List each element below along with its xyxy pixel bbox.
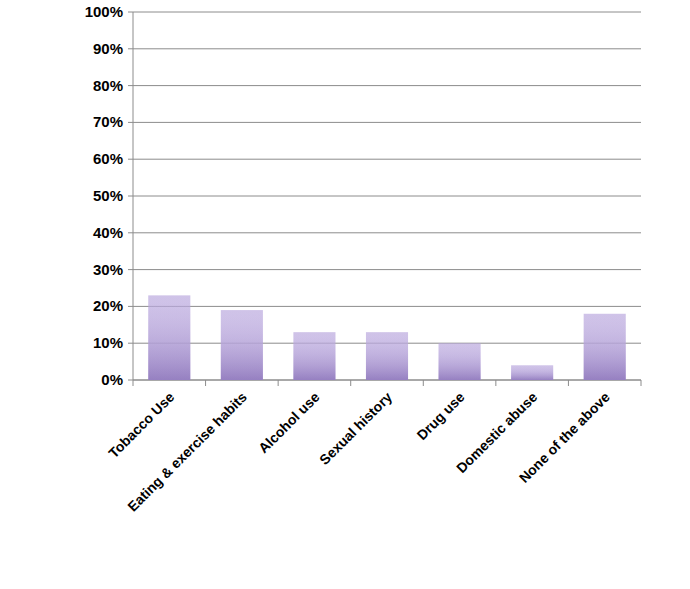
y-tick-label: 10% bbox=[93, 334, 123, 351]
bars bbox=[148, 295, 626, 380]
y-tick bbox=[128, 232, 133, 233]
grid-line bbox=[133, 196, 641, 197]
bar-shade bbox=[293, 332, 335, 380]
chart: 0% 10% 20% 30% 40% 50% 60% 70% 80% 90% 100% Tobacco… bbox=[0, 0, 690, 589]
x-tick bbox=[495, 380, 496, 386]
y-tick bbox=[128, 343, 133, 344]
bar-shade bbox=[511, 365, 553, 380]
grid-line bbox=[133, 159, 641, 160]
y-tick bbox=[128, 380, 133, 381]
x-tick bbox=[205, 380, 206, 386]
x-tick-label: None of the above bbox=[516, 389, 613, 486]
y-tick-label: 50% bbox=[93, 187, 123, 204]
x-tick-label: Eating & exercise habits bbox=[124, 389, 250, 515]
y-axis bbox=[133, 12, 134, 380]
y-tick-label: 0% bbox=[101, 371, 123, 388]
grid-line bbox=[133, 306, 641, 307]
x-tick-label: Drug use bbox=[413, 389, 467, 443]
bar bbox=[511, 365, 553, 380]
grid-line bbox=[133, 269, 641, 270]
y-tick bbox=[128, 85, 133, 86]
bar-shade bbox=[148, 295, 190, 380]
y-tick bbox=[128, 159, 133, 160]
y-tick bbox=[128, 48, 133, 49]
grid-line bbox=[133, 85, 641, 86]
y-tick-label: 80% bbox=[93, 77, 123, 94]
x-tick bbox=[423, 380, 424, 386]
x-tick bbox=[133, 380, 134, 386]
y-tick-label: 40% bbox=[93, 224, 123, 241]
y-tick bbox=[128, 122, 133, 123]
x-tick bbox=[278, 380, 279, 386]
x-tick bbox=[350, 380, 351, 386]
y-tick bbox=[128, 12, 133, 13]
bar bbox=[584, 314, 626, 380]
y-tick-label: 100% bbox=[85, 3, 123, 20]
y-tick bbox=[128, 269, 133, 270]
bar-shade bbox=[221, 310, 263, 380]
x-tick-label: Alcohol use bbox=[255, 389, 323, 457]
y-tick bbox=[128, 196, 133, 197]
grid-line bbox=[133, 48, 641, 49]
x-tick-label: Sexual history bbox=[316, 389, 395, 468]
grid-line bbox=[133, 232, 641, 233]
bar bbox=[366, 332, 408, 380]
bar-shade bbox=[439, 343, 481, 380]
y-tick-label: 30% bbox=[93, 261, 123, 278]
y-tick-label: 70% bbox=[93, 113, 123, 130]
bar bbox=[221, 310, 263, 380]
x-tick-label: Tobacco Use bbox=[105, 389, 177, 461]
bar bbox=[439, 343, 481, 380]
bar bbox=[148, 295, 190, 380]
bar-shade bbox=[584, 314, 626, 380]
grid-line bbox=[133, 122, 641, 123]
grid-line bbox=[133, 12, 641, 13]
y-tick-label: 90% bbox=[93, 40, 123, 57]
y-tick bbox=[128, 306, 133, 307]
y-tick-label: 60% bbox=[93, 150, 123, 167]
bar bbox=[293, 332, 335, 380]
x-tick bbox=[568, 380, 569, 386]
bar-shade bbox=[366, 332, 408, 380]
x-tick bbox=[641, 380, 642, 386]
y-tick-label: 20% bbox=[93, 297, 123, 314]
